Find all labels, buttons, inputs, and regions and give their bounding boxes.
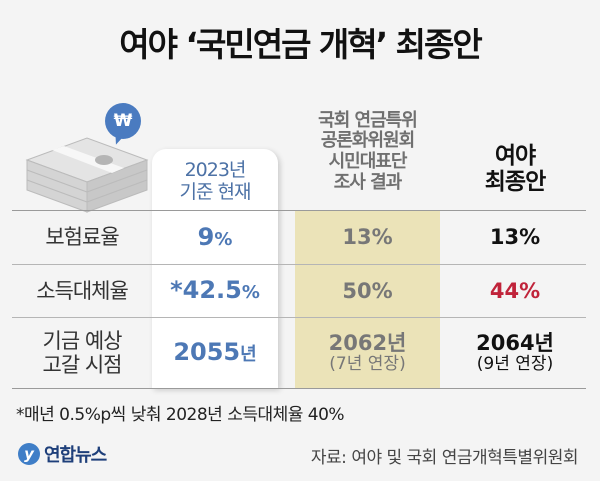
- header-final-line1: 여야: [494, 142, 536, 169]
- row-label-fund-depletion: 기금 예상 고갈 시점: [12, 318, 152, 388]
- cell-current-fund-depletion: 2055년: [152, 318, 278, 388]
- row-label-premium: 보험료율: [12, 211, 152, 264]
- footnote: *매년 0.5%p씩 낮춰 2028년 소득대체율 40%: [16, 405, 345, 425]
- value: 2062년: [328, 331, 407, 356]
- row-label-replacement-rate: 소득대체율: [12, 265, 152, 317]
- divider: [12, 317, 586, 318]
- cell-final-fund-depletion: 2064년 (9년 연장): [440, 318, 590, 388]
- value: 2055: [173, 338, 241, 367]
- value: *42.5: [170, 276, 242, 305]
- header-citizen: 국회 연금특위 공론화위원회 시민대표단 조사 결과: [290, 96, 445, 208]
- value: 44%: [489, 278, 541, 303]
- citizen-column-bg: [295, 211, 440, 388]
- value: 9: [197, 222, 215, 251]
- header-final-line2: 최종안: [484, 169, 546, 195]
- value: 50%: [342, 278, 393, 303]
- cell-citizen-premium: 13%: [295, 211, 440, 264]
- unit: %: [214, 228, 233, 250]
- money-stack-icon: [25, 137, 149, 213]
- header-citizen-line3: 시민대표단: [328, 151, 408, 172]
- cell-citizen-fund-depletion: 2062년 (7년 연장): [295, 318, 440, 388]
- sub-value: (7년 연장): [329, 354, 406, 375]
- yonhap-logo-icon: y: [18, 443, 40, 465]
- cell-final-premium: 13%: [440, 211, 590, 264]
- divider: [12, 264, 586, 265]
- value: 13%: [342, 225, 393, 250]
- row-label-line2: 고갈 시점: [42, 353, 123, 377]
- page-title: 여야 ‘국민연금 개혁’ 최종안: [119, 25, 483, 64]
- value: 2064년: [476, 331, 554, 356]
- source-credit: 자료: 여야 및 국회 연금개혁특별위원회: [310, 448, 579, 468]
- won-icon: ₩: [105, 103, 141, 139]
- row-label-text: 보험료율: [45, 225, 119, 250]
- cell-citizen-replacement-rate: 50%: [295, 265, 440, 317]
- yonhap-logo-text: 연합뉴스: [44, 445, 107, 466]
- header-final: 여야 최종안: [445, 130, 585, 208]
- cell-final-replacement-rate: 44%: [440, 265, 590, 317]
- header-citizen-line4: 조사 결과: [333, 171, 403, 193]
- cell-current-premium: 9%: [152, 211, 278, 264]
- header-current-line1: 2023년: [184, 159, 247, 182]
- row-label-line1: 기금 예상: [42, 328, 123, 353]
- unit: 년: [240, 344, 257, 366]
- divider: [12, 210, 586, 211]
- header-current-line2: 기준 현재: [179, 181, 252, 203]
- value: 13%: [489, 225, 541, 250]
- unit: %: [241, 282, 260, 304]
- divider: [12, 388, 586, 389]
- current-column-card: [152, 149, 278, 388]
- yonhap-logo: y 연합뉴스: [18, 441, 107, 467]
- cell-current-replacement-rate: *42.5%: [152, 265, 278, 317]
- sub-value: (9년 연장): [476, 354, 554, 375]
- row-label-text: 소득대체율: [36, 278, 129, 303]
- header-citizen-line1: 국회 연금특위: [318, 109, 418, 131]
- header-current: 2023년 기준 현재: [152, 156, 278, 208]
- header-citizen-line2: 공론화위원회: [320, 130, 415, 152]
